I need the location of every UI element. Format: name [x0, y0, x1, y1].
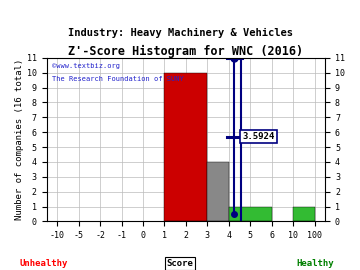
- Y-axis label: Number of companies (16 total): Number of companies (16 total): [15, 59, 24, 220]
- Text: Healthy: Healthy: [296, 259, 334, 268]
- Bar: [207, 162, 229, 221]
- Text: Unhealthy: Unhealthy: [19, 259, 67, 268]
- Bar: [293, 207, 315, 221]
- Title: Z'-Score Histogram for WNC (2016): Z'-Score Histogram for WNC (2016): [68, 45, 303, 58]
- Text: The Research Foundation of SUNY: The Research Foundation of SUNY: [52, 76, 184, 82]
- Text: 3.5924: 3.5924: [243, 132, 275, 141]
- Bar: [229, 207, 272, 221]
- Text: Score: Score: [167, 259, 193, 268]
- Text: ©www.textbiz.org: ©www.textbiz.org: [52, 63, 120, 69]
- Text: Industry: Heavy Machinery & Vehicles: Industry: Heavy Machinery & Vehicles: [68, 28, 292, 38]
- Bar: [165, 73, 207, 221]
